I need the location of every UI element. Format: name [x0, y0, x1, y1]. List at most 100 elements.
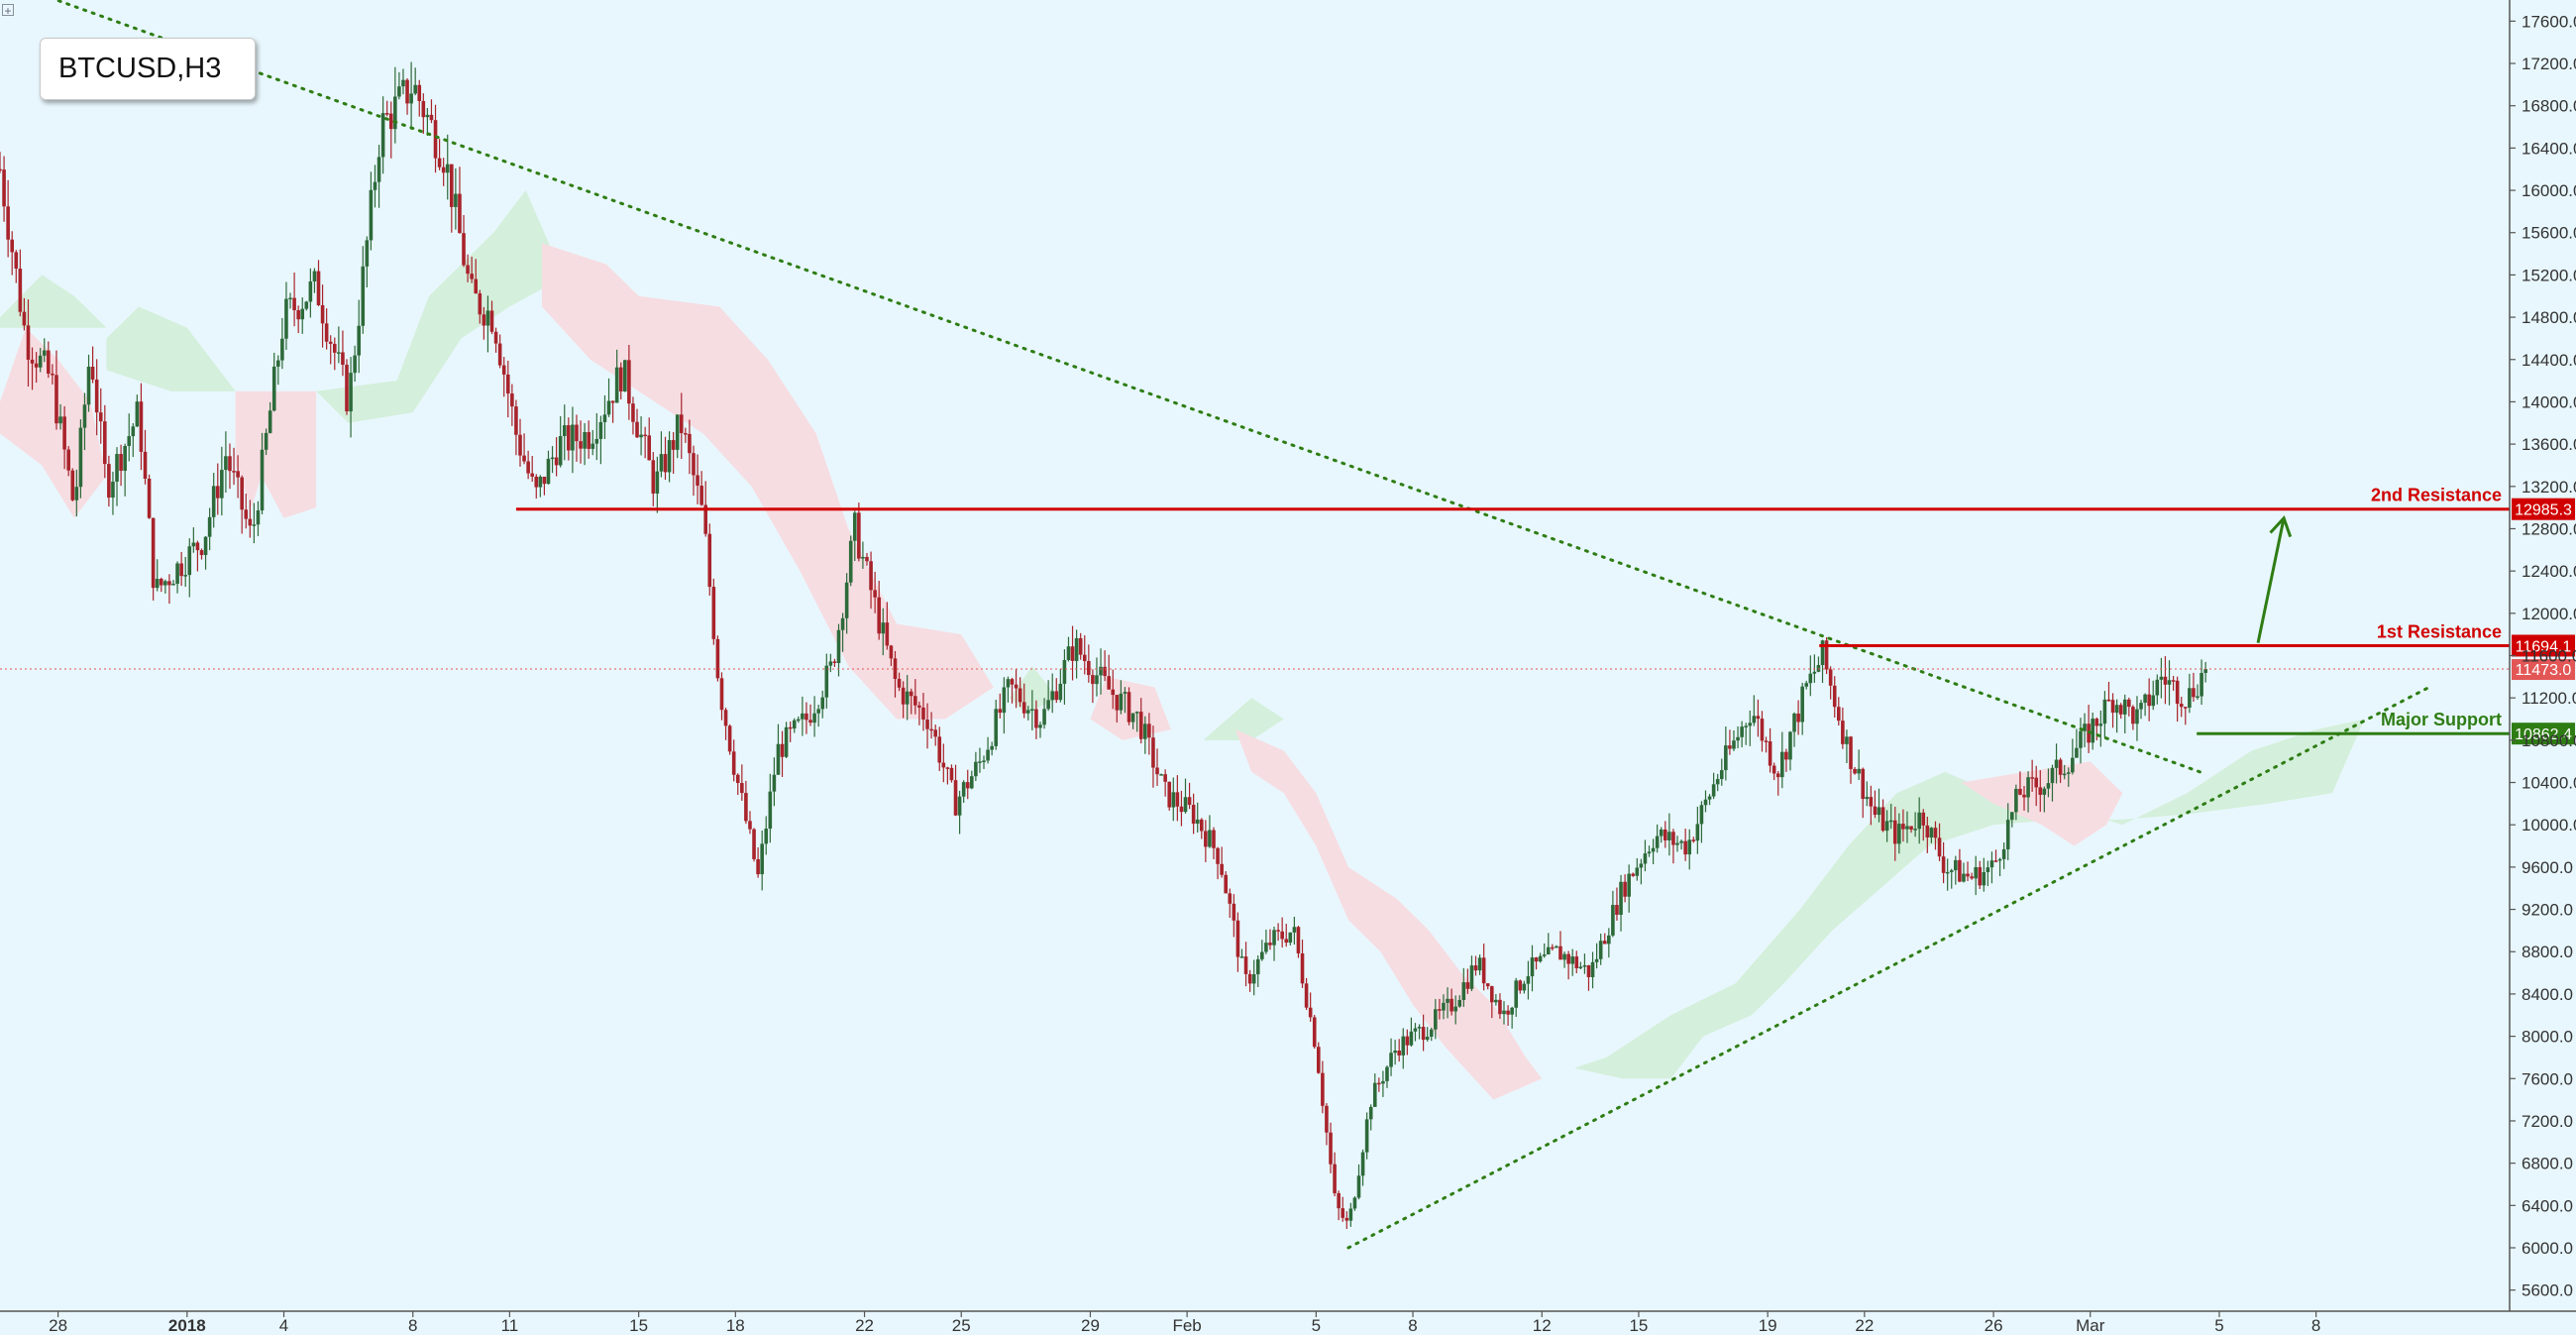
candle [1208, 830, 1212, 847]
candle [1434, 1009, 1438, 1030]
candle [280, 338, 284, 361]
candle [1558, 946, 1562, 960]
candle [2196, 696, 2200, 699]
candle [614, 367, 619, 403]
candle [1247, 973, 1252, 984]
candle [1986, 867, 1990, 872]
candle [760, 843, 764, 875]
candle [417, 84, 422, 101]
candle [445, 164, 450, 173]
candle [1014, 684, 1019, 689]
candle [1796, 713, 1800, 723]
candle [111, 481, 115, 499]
x-tick-label: 26 [1985, 1316, 2003, 1335]
candle [1465, 982, 1470, 989]
candle [1707, 796, 1712, 800]
candle [1251, 974, 1256, 984]
candle [127, 436, 132, 446]
candle [86, 366, 91, 405]
candle [558, 436, 563, 466]
candle [1078, 637, 1083, 655]
candle [808, 720, 812, 723]
candle [1449, 998, 1453, 1012]
y-tick-label: 6400.0 [2522, 1196, 2573, 1215]
x-tick-label: 19 [1759, 1316, 1777, 1335]
candle [1764, 740, 1769, 742]
candle [1901, 824, 1905, 830]
candle [462, 233, 466, 266]
candle [2151, 695, 2156, 707]
candle [123, 445, 127, 471]
candle [1691, 839, 1696, 841]
candle [1647, 851, 1652, 854]
candle [1635, 867, 1640, 876]
candle [2058, 759, 2063, 775]
candle [651, 460, 656, 495]
candle [1857, 768, 1861, 774]
candle [82, 404, 87, 428]
candle [848, 540, 853, 583]
candle [1389, 1053, 1393, 1067]
candle [1050, 691, 1054, 701]
candle [631, 403, 635, 422]
candle [376, 157, 381, 182]
candle [1740, 726, 1744, 737]
candle [195, 542, 200, 551]
candle [240, 477, 244, 510]
candle [1091, 675, 1095, 685]
candle [1333, 1164, 1337, 1193]
candle [699, 486, 703, 505]
candle [2188, 688, 2192, 708]
candle [1235, 920, 1240, 957]
x-tick-label: 15 [1629, 1316, 1648, 1335]
candle [1921, 812, 1926, 826]
y-tick-label: 9200.0 [2522, 901, 2573, 920]
candle [1021, 702, 1026, 714]
cloud-bull-region [106, 306, 236, 391]
candle [232, 471, 236, 473]
candle [2034, 777, 2039, 788]
candle [90, 366, 95, 380]
candle [167, 581, 171, 586]
candle [1780, 751, 1784, 778]
x-tick-label: 28 [49, 1316, 67, 1335]
candle [14, 252, 19, 270]
candle [1671, 832, 1675, 845]
candle [1183, 797, 1188, 813]
candle [308, 280, 313, 302]
candle [606, 400, 611, 415]
candle [618, 367, 623, 391]
candle [1397, 1051, 1401, 1056]
candle [852, 512, 857, 541]
candle [643, 434, 647, 437]
candle [2046, 783, 2051, 789]
expand-box-icon[interactable]: + [2, 4, 14, 17]
candle [780, 743, 785, 757]
candle [893, 658, 898, 679]
candle [22, 311, 27, 326]
candle [1481, 957, 1486, 984]
candle [1510, 1007, 1514, 1015]
candle [1341, 1208, 1345, 1218]
y-tick-label: 16000.0 [2522, 181, 2576, 200]
candle [1405, 1036, 1410, 1046]
candle [493, 331, 498, 344]
candle [1038, 724, 1042, 728]
candle [171, 584, 175, 586]
x-tick-label: Mar [2076, 1316, 2105, 1335]
candle [587, 432, 590, 449]
candle [2159, 676, 2164, 680]
candle [805, 713, 808, 721]
candle [1163, 774, 1167, 782]
x-tick-label: 8 [2311, 1316, 2320, 1335]
candle [1659, 829, 1664, 836]
candle [2026, 777, 2030, 798]
candle [1771, 765, 1776, 774]
candle [58, 416, 62, 424]
candle [2179, 704, 2184, 708]
candle [2075, 747, 2079, 758]
candle [1312, 1017, 1317, 1048]
